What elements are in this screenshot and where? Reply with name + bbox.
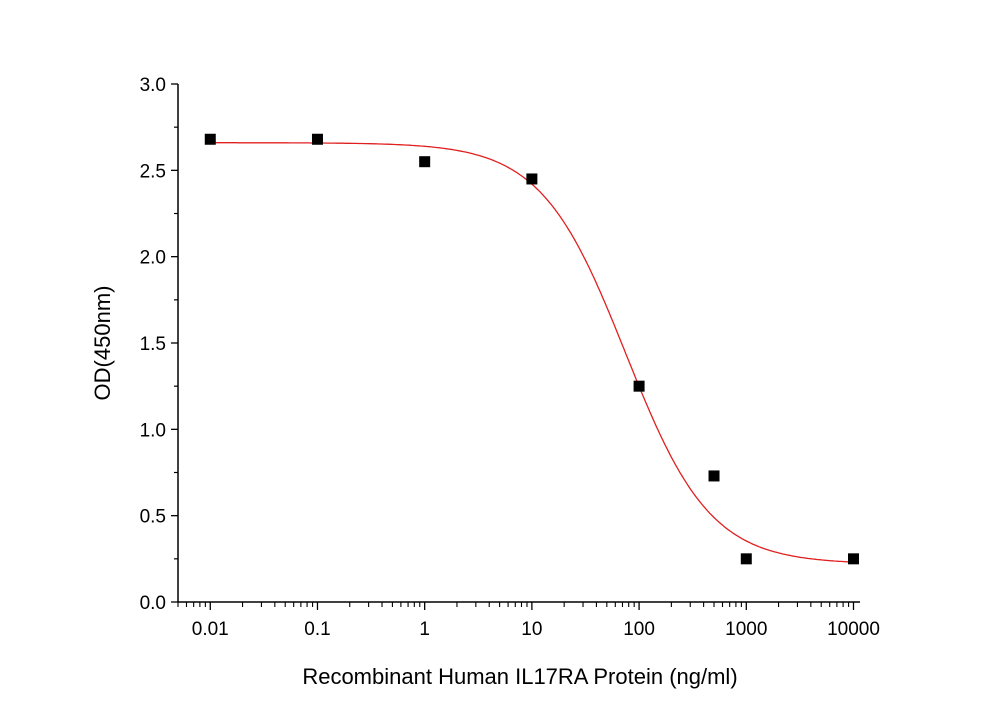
y-axis-title: OD(450nm) (90, 286, 115, 401)
x-tick-label: 10 (521, 619, 542, 640)
ticks: 0.0 0.5 1.0 1.5 2.0 2.5 3.0 0.01 0.1 1 10 100 1000 10… (140, 75, 880, 640)
y-tick-label: 3.0 (140, 75, 166, 96)
y-tick-label: 1.0 (140, 420, 166, 441)
data-point (204, 133, 216, 145)
data-point (419, 156, 431, 168)
y-tick-label: 1.5 (140, 334, 166, 355)
x-tick-label: 1 (419, 619, 430, 640)
axes (177, 84, 860, 603)
y-tick-label: 0.5 (140, 507, 166, 528)
data-point (740, 553, 752, 565)
x-tick-label: 0.1 (304, 619, 330, 640)
x-tick-label: 0.01 (192, 619, 229, 640)
x-tick-label: 100 (623, 619, 655, 640)
y-tick-label: 0.0 (140, 593, 166, 614)
data-point (708, 470, 720, 482)
data-point (526, 173, 538, 185)
data-point (633, 380, 645, 392)
x-axis-title: Recombinant Human IL17RA Protein (ng/ml) (302, 664, 737, 689)
x-tick-label: 10000 (827, 619, 880, 640)
data-point (847, 553, 859, 565)
y-tick-label: 2.5 (140, 161, 166, 182)
data-point (311, 133, 323, 145)
fit-curve (210, 142, 854, 563)
data-points (204, 133, 859, 565)
x-tick-label: 1000 (725, 619, 767, 640)
y-tick-label: 2.0 (140, 248, 166, 269)
